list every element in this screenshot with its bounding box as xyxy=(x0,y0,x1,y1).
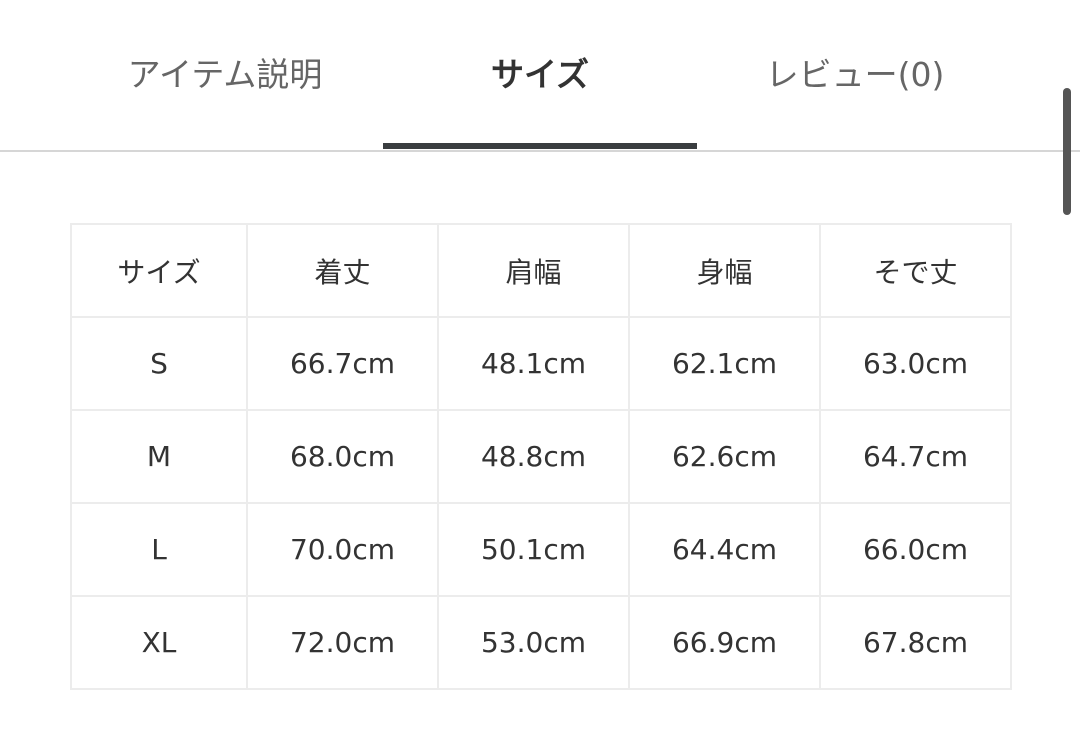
table-cell: 63.0cm xyxy=(819,316,1012,411)
tab-label: アイテム説明 xyxy=(127,55,323,94)
tab-size[interactable]: サイズ xyxy=(383,50,697,150)
table-row: L 70.0cm 50.1cm 64.4cm 66.0cm xyxy=(70,502,1012,597)
table-cell: 50.1cm xyxy=(437,502,630,597)
table-cell: L xyxy=(70,502,248,597)
table-cell: 66.9cm xyxy=(628,595,821,690)
table-row: S 66.7cm 48.1cm 62.1cm 63.0cm xyxy=(70,316,1012,411)
table-cell: 68.0cm xyxy=(246,409,439,504)
column-header: 着丈 xyxy=(246,223,439,318)
column-header: サイズ xyxy=(70,223,248,318)
table-cell: 62.6cm xyxy=(628,409,821,504)
table-cell: 67.8cm xyxy=(819,595,1012,690)
table-row: XL 72.0cm 53.0cm 66.9cm 67.8cm xyxy=(70,595,1012,690)
table-row: M 68.0cm 48.8cm 62.6cm 64.7cm xyxy=(70,409,1012,504)
table-cell: 48.1cm xyxy=(437,316,630,411)
table-cell: 66.0cm xyxy=(819,502,1012,597)
column-header: 肩幅 xyxy=(437,223,630,318)
table-cell: 64.7cm xyxy=(819,409,1012,504)
tab-divider xyxy=(0,150,1080,152)
column-header: そで丈 xyxy=(819,223,1012,318)
table-cell: 66.7cm xyxy=(246,316,439,411)
tab-label: レビュー(0) xyxy=(765,55,945,94)
table-cell: M xyxy=(70,409,248,504)
tab-reviews[interactable]: レビュー(0) xyxy=(690,50,1020,150)
scrollbar[interactable] xyxy=(1063,88,1071,215)
column-header: 身幅 xyxy=(628,223,821,318)
table-cell: 53.0cm xyxy=(437,595,630,690)
table-cell: 70.0cm xyxy=(246,502,439,597)
table-cell: XL xyxy=(70,595,248,690)
table-cell: 72.0cm xyxy=(246,595,439,690)
table-header-row: サイズ 着丈 肩幅 身幅 そで丈 xyxy=(70,223,1012,318)
tab-label: サイズ xyxy=(490,55,589,94)
size-table: サイズ 着丈 肩幅 身幅 そで丈 S 66.7cm 48.1cm 62.1cm 63.0cm M 68… xyxy=(70,223,1012,690)
table-cell: 48.8cm xyxy=(437,409,630,504)
table-cell: 64.4cm xyxy=(628,502,821,597)
table-cell: 62.1cm xyxy=(628,316,821,411)
tab-item-description[interactable]: アイテム説明 xyxy=(60,50,390,150)
table-cell: S xyxy=(70,316,248,411)
tab-bar: アイテム説明 サイズ レビュー(0) xyxy=(0,0,1080,151)
